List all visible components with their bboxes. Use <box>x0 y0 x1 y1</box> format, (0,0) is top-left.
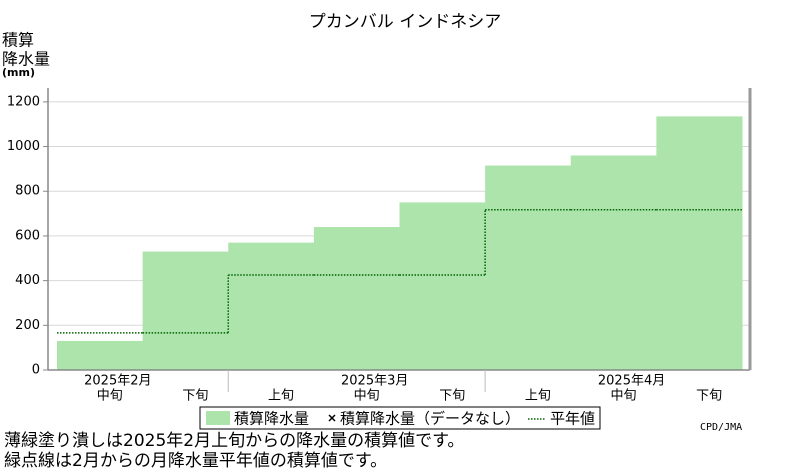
y-tick-label: 800 <box>15 184 40 199</box>
bar <box>570 155 657 370</box>
bar <box>399 202 486 370</box>
y-tick-label: 0 <box>32 363 40 378</box>
legend-label: 積算降水量 <box>234 410 309 428</box>
month-label: 2025年3月 <box>341 374 408 389</box>
legend-label: 平年値 <box>550 410 595 428</box>
legend-label: 積算降水量（データなし） <box>340 410 520 428</box>
y-tick-label: 400 <box>15 273 40 288</box>
month-label: 2025年2月 <box>84 374 151 389</box>
x-tick-label: 中旬 <box>354 389 380 404</box>
x-tick-label: 下旬 <box>439 389 465 404</box>
legend-marker <box>328 414 336 422</box>
chart-title: プカンバル インドネシア <box>309 12 501 32</box>
x-tick-label: 中旬 <box>97 389 123 404</box>
y-axis-label: 積算 <box>2 31 34 50</box>
y-tick-label: 200 <box>15 318 40 333</box>
y-axis-label: 降水量 <box>2 50 50 69</box>
x-tick-label: 下旬 <box>182 389 208 404</box>
month-label: 2025年4月 <box>598 374 665 389</box>
x-tick-label: 下旬 <box>696 389 722 404</box>
credit: CPD/JMA <box>700 422 742 433</box>
y-tick-label: 1200 <box>7 94 40 109</box>
y-axis-unit: (mm) <box>2 66 35 79</box>
x-tick-label: 中旬 <box>611 389 637 404</box>
bar <box>142 251 229 370</box>
x-tick-label: 上旬 <box>525 389 551 404</box>
y-tick-label: 600 <box>15 228 40 243</box>
y-tick-label: 1000 <box>7 139 40 154</box>
bar <box>656 116 743 371</box>
footnote: 緑点線は2月からの月降水量平年値の積算値です。 <box>4 451 387 470</box>
legend-swatch <box>206 411 230 425</box>
bar <box>57 340 144 370</box>
legend-box <box>199 406 601 430</box>
x-tick-label: 上旬 <box>268 389 294 404</box>
bar <box>485 165 572 370</box>
bar <box>228 242 315 370</box>
footnote: 薄緑塗り潰しは2025年2月上旬からの降水量の積算値です。 <box>4 430 464 451</box>
bar <box>313 226 400 370</box>
